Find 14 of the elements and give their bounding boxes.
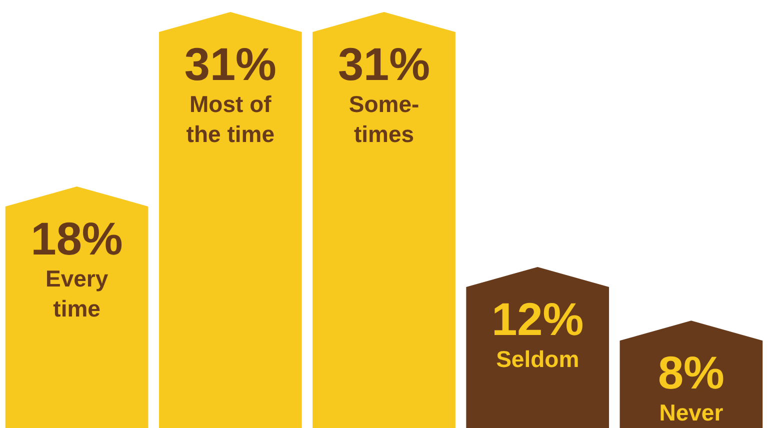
bar [312, 12, 456, 428]
x-tick-label: Some-times [348, 91, 420, 147]
data-label: 31% [338, 38, 430, 90]
x-tick-label: Seldom [496, 346, 580, 372]
x-tick-label: Every time [45, 265, 108, 322]
data-label: 12% [492, 292, 584, 345]
bar [5, 186, 148, 428]
bar [466, 266, 610, 428]
bar [158, 12, 302, 428]
data-label: 31% [184, 38, 276, 90]
data-label: 18% [30, 212, 123, 264]
x-tick-label: Never [659, 400, 724, 426]
data-label: 8% [658, 346, 724, 399]
x-tick-label: Most of the time [186, 91, 274, 147]
